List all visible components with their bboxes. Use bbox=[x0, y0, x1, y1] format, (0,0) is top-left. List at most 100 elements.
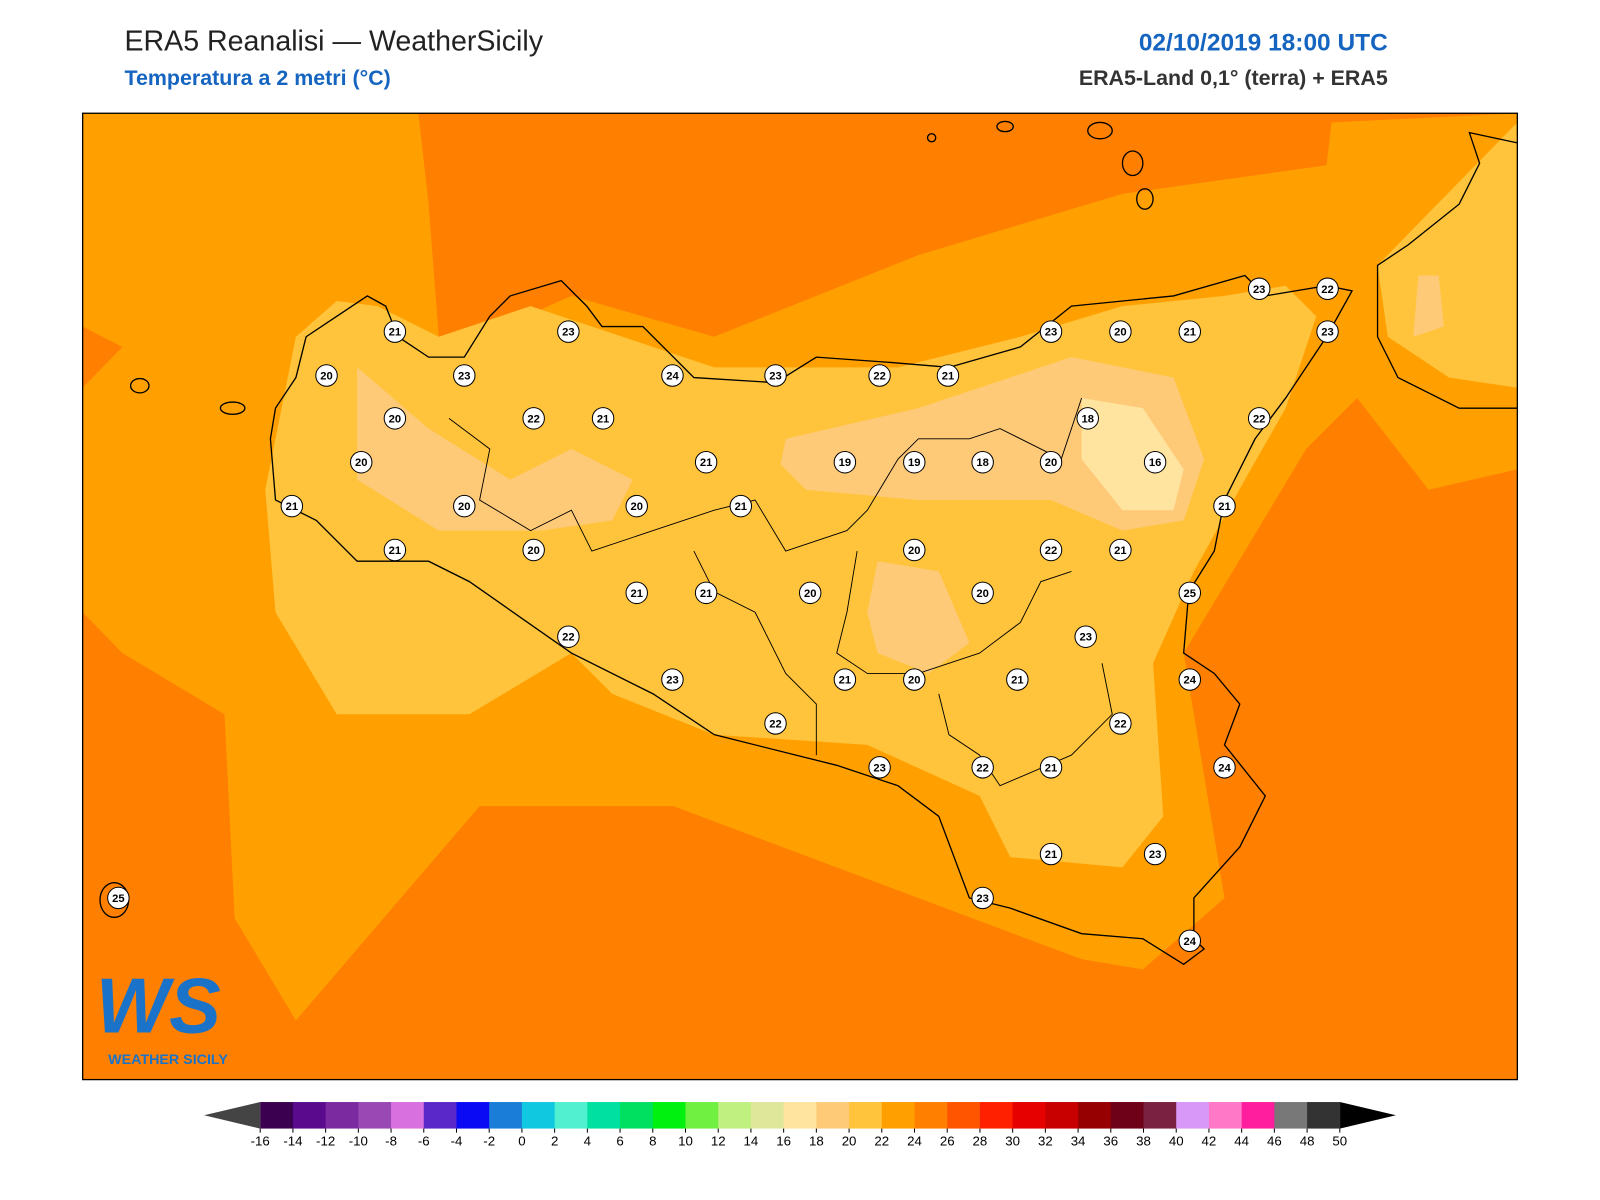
colorbar-bin bbox=[849, 1102, 883, 1129]
station: 21 bbox=[694, 581, 718, 605]
station-marker bbox=[1143, 842, 1167, 866]
station-value: 20 bbox=[976, 588, 988, 600]
station-value: 21 bbox=[700, 588, 712, 600]
station-marker bbox=[833, 668, 857, 691]
station: 23 bbox=[661, 668, 684, 691]
station-marker bbox=[625, 494, 648, 518]
colorbar-tick-label: 8 bbox=[649, 1133, 656, 1148]
station-value: 20 bbox=[458, 501, 470, 513]
colorbar-tick-label: 28 bbox=[973, 1133, 988, 1148]
station-marker bbox=[522, 538, 545, 562]
colorbar-bin bbox=[979, 1102, 1014, 1129]
colorbar-bin bbox=[521, 1102, 556, 1129]
station-value: 23 bbox=[1045, 327, 1057, 339]
station: 19 bbox=[833, 451, 857, 474]
station: 21 bbox=[694, 451, 718, 474]
station-marker bbox=[1316, 320, 1339, 343]
contour bbox=[780, 357, 1205, 531]
colorbar-bin bbox=[1241, 1102, 1275, 1129]
colorbar-tick-label: -4 bbox=[451, 1133, 463, 1148]
station-value: 20 bbox=[527, 545, 539, 557]
station-value: 20 bbox=[1045, 457, 1057, 469]
station: 22 bbox=[868, 364, 891, 387]
station-value: 20 bbox=[320, 370, 332, 382]
station-marker bbox=[936, 364, 960, 387]
station-marker bbox=[1039, 842, 1063, 866]
station: 20 bbox=[315, 364, 338, 387]
station-value: 24 bbox=[666, 370, 679, 382]
station-value: 23 bbox=[1321, 327, 1333, 339]
station: 22 bbox=[557, 625, 580, 648]
station-marker bbox=[557, 625, 580, 648]
station-value: 19 bbox=[908, 457, 920, 469]
station: 22 bbox=[522, 407, 545, 430]
colorbar-bin bbox=[325, 1102, 359, 1129]
station-value: 21 bbox=[1114, 545, 1126, 557]
station-marker bbox=[868, 756, 891, 779]
colorbar-over bbox=[1339, 1102, 1396, 1129]
colorbar-bin bbox=[1110, 1102, 1145, 1129]
station-value: 22 bbox=[769, 718, 781, 730]
station-marker bbox=[1109, 538, 1132, 562]
station: 22 bbox=[764, 712, 787, 735]
station-value: 23 bbox=[1079, 632, 1091, 644]
station-marker bbox=[833, 451, 857, 474]
station-marker bbox=[1039, 538, 1063, 562]
station: 20 bbox=[971, 581, 994, 605]
colorbar-tick-label: -10 bbox=[349, 1133, 368, 1148]
station-marker bbox=[522, 407, 545, 430]
colorbar-bin bbox=[750, 1102, 785, 1129]
station: 23 bbox=[557, 320, 580, 343]
station-value: 24 bbox=[1218, 762, 1231, 774]
station-marker bbox=[1247, 277, 1271, 300]
colorbar-tick-label: -8 bbox=[385, 1133, 397, 1148]
station-value: 20 bbox=[355, 457, 367, 469]
station-marker bbox=[383, 407, 407, 430]
colorbar-tick-label: 44 bbox=[1234, 1133, 1249, 1148]
colorbar-bin bbox=[914, 1102, 948, 1129]
station: 23 bbox=[1247, 277, 1271, 300]
station-marker bbox=[453, 364, 476, 387]
colorbar-tick-label: 20 bbox=[842, 1133, 857, 1148]
colorbar-bin bbox=[685, 1102, 719, 1129]
station-value: 16 bbox=[1149, 457, 1161, 469]
station-value: 21 bbox=[1011, 675, 1023, 687]
station-value: 22 bbox=[562, 632, 574, 644]
station-marker bbox=[1247, 407, 1271, 430]
station-value: 23 bbox=[769, 370, 781, 382]
station-value: 22 bbox=[1114, 718, 1126, 730]
colorbar-bin bbox=[587, 1102, 621, 1129]
station-value: 21 bbox=[1218, 501, 1230, 513]
station-marker bbox=[971, 451, 994, 474]
station-value: 21 bbox=[700, 457, 712, 469]
station-value: 20 bbox=[1114, 327, 1126, 339]
colorbar-tick-label: 10 bbox=[678, 1133, 693, 1148]
station: 18 bbox=[971, 451, 994, 474]
station: 22 bbox=[1247, 407, 1271, 430]
station-value: 19 bbox=[839, 457, 851, 469]
station-value: 23 bbox=[1253, 284, 1265, 296]
station-value: 22 bbox=[527, 413, 539, 425]
station: 18 bbox=[1076, 407, 1099, 430]
station-marker bbox=[1109, 712, 1132, 735]
station: 24 bbox=[1213, 756, 1236, 779]
colorbar-tick-label: 4 bbox=[584, 1133, 591, 1148]
colorbar-tick-label: 40 bbox=[1169, 1133, 1184, 1148]
station-marker bbox=[1178, 581, 1202, 605]
station: 24 bbox=[1178, 929, 1202, 953]
station-value: 20 bbox=[630, 501, 642, 513]
station: 20 bbox=[903, 538, 926, 562]
station: 21 bbox=[729, 494, 753, 518]
colorbar-tick-label: 2 bbox=[551, 1133, 558, 1148]
station-marker bbox=[625, 581, 648, 605]
colorbar-bin bbox=[881, 1102, 916, 1129]
colorbar-bin bbox=[947, 1102, 981, 1129]
colorbar-bin bbox=[260, 1102, 294, 1129]
station: 20 bbox=[522, 538, 545, 562]
station-marker bbox=[903, 668, 926, 691]
station-value: 20 bbox=[908, 545, 920, 557]
colorbar-tick-label: 12 bbox=[711, 1133, 726, 1148]
station-marker bbox=[383, 320, 407, 343]
station-value: 21 bbox=[286, 501, 298, 513]
